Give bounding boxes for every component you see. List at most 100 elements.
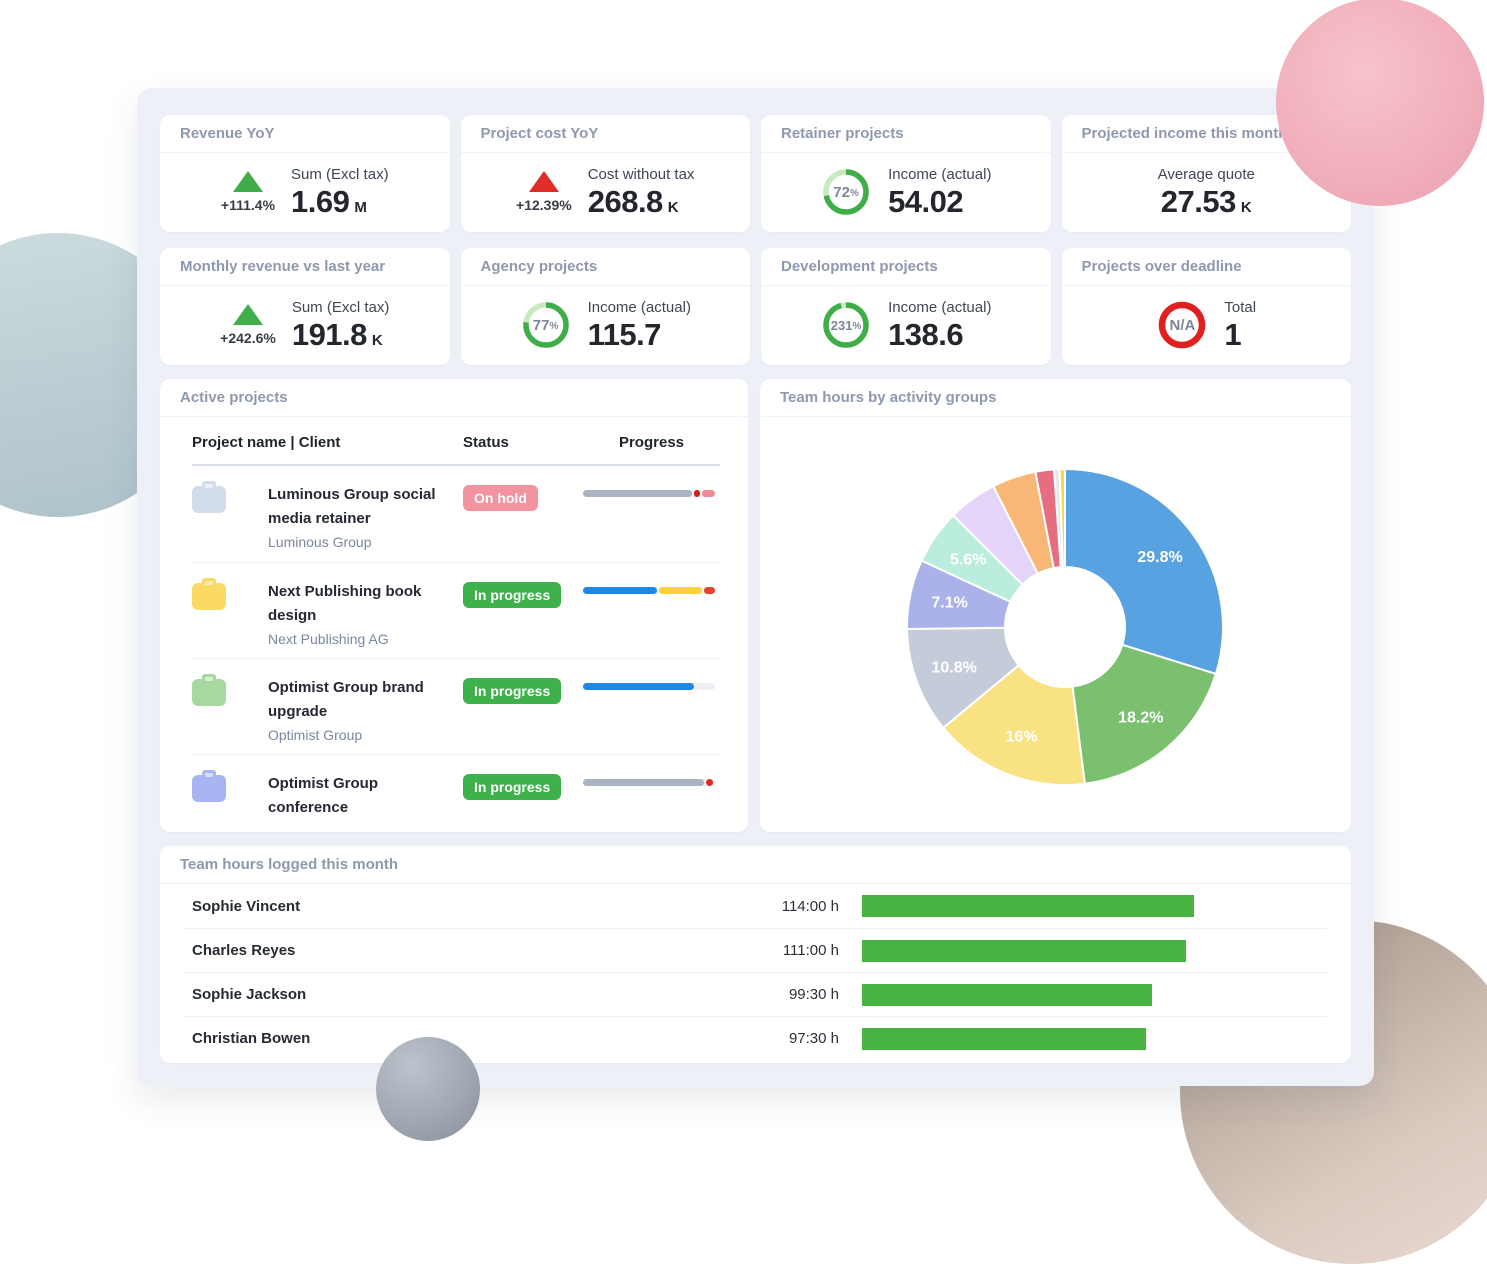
kpi-card-title: Development projects [761,248,1051,286]
project-progress-cell [583,483,720,562]
kpi-card-title: Projected income this month [1061,115,1351,153]
team-member-name: Sophie Jackson [192,986,307,1003]
kpi-body: +111.4% Sum (Excl tax) 1.69 M [160,153,450,231]
kpi-trend-percent: +242.6% [220,330,276,346]
active-projects-title: Active projects [160,379,748,417]
status-badge: In progress [463,678,562,704]
team-hours-row[interactable]: Sophie Vincent 114:00 h [184,884,1327,928]
kpi-label: Total [1224,298,1257,316]
kpi-value-row: 115.7 [587,316,691,352]
team-hours-row[interactable]: Christian Bowen 97:30 h [184,1016,1327,1060]
team-member-name: Charles Reyes [192,942,296,959]
donut-slice-label: 5.6% [950,551,986,568]
team-hours-row[interactable]: Charles Reyes 111:00 h [184,928,1327,972]
kpi-label: Cost without tax [587,165,695,183]
progress-bar [583,490,715,497]
progress-bar [583,779,715,786]
project-status-cell: On hold [463,483,583,562]
progress-segment [693,490,701,497]
ring-percent-number: 72 [833,183,850,201]
donut-slice-label: 18.2% [1118,709,1163,726]
kpi-value-block: Income (actual) 138.6 [888,299,991,352]
progress-bar [583,683,715,690]
kpi-body: 72% Income (actual) 54.02 [761,153,1051,231]
kpi-value-block: Sum (Excl tax) 191.8 K [292,299,390,352]
team-member-name: Sophie Vincent [192,897,301,915]
kpi-label: Sum (Excl tax) [291,298,390,316]
ring-text: 231% [820,299,872,351]
project-row[interactable]: Optimist Group conference In progress [192,754,720,824]
project-name-cell: Luminous Group social media retainer Lumi… [192,483,463,562]
activity-chart-title: Team hours by activity groups [760,379,1351,417]
kpi-value: 191.8 [291,316,368,352]
progress-segment [704,587,715,594]
project-name-cell: Next Publishing book design Next Publishi… [192,580,463,658]
project-text: Optimist Group brand upgrade Optimist Gro… [268,676,453,743]
kpi-body: N/A Total 1 [1062,286,1352,364]
progress-segment [583,587,657,594]
kpi-value: 115.7 [587,316,662,352]
donut-slice[interactable] [1064,467,1224,676]
project-progress-cell [583,772,720,824]
column-header-status: Status [463,434,509,451]
kpi-label: Income (actual) [587,298,691,316]
dashboard-panel: Revenue YoY +111.4% Sum (Excl tax) 1.69 M P… [137,88,1374,1086]
kpi-value: 1 [1224,316,1242,352]
trend-up-arrow-icon [232,304,263,325]
decor-circle-pink [1276,0,1484,206]
kpi-card-title: Projects over deadline [1061,248,1351,286]
donut-slice-label: 10.8% [932,660,977,677]
project-row[interactable]: Next Publishing book design Next Publishi… [192,562,720,658]
ring-percent-number: 77 [532,316,550,334]
project-row[interactable]: Optimist Group brand upgrade Optimist Gro… [192,658,720,754]
project-progress-cell [583,580,720,658]
kpi-label: Income (actual) [888,298,992,316]
deadline-ring-icon: N/A [1156,299,1208,351]
team-hours-row[interactable]: Sophie Jackson 99:30 h [184,972,1327,1016]
kpi-card-development-projects: Development projects 231% Income (actual)… [761,248,1051,365]
team-hours-title: Team hours logged this month [160,846,1351,884]
percent-ring-icon: 77% [520,299,572,351]
kpi-card-title: Retainer projects [761,115,1051,153]
project-text: Next Publishing book design Next Publishi… [268,580,453,647]
donut-slice-label: 29.8% [1137,549,1182,566]
column-header-progress: Progress [618,434,685,451]
team-member-hours: 99:30 h [788,986,839,1003]
team-member-hours: 114:00 h [781,897,839,915]
progress-bar [583,587,715,594]
kpi-card-project-cost-yoy: Project cost YoY +12.39% Cost without tax… [460,115,750,232]
project-progress-cell [583,676,720,754]
kpi-card-title: Monthly revenue vs last year [160,248,450,286]
project-row[interactable]: Luminous Group social media retainer Lumi… [192,466,720,562]
kpi-trend-block: +242.6% [220,304,276,346]
team-hours-activity-card: Team hours by activity groups 29.8% 18.2%… [760,379,1351,832]
status-badge: In progress [463,582,562,608]
kpi-card-title: Revenue YoY [160,115,450,153]
hours-bar [862,983,1152,1006]
kpi-value-suffix: K [371,331,383,349]
project-client: Luminous Group [268,534,372,550]
donut-slice[interactable] [1071,643,1218,785]
kpi-label: Income (actual) [888,165,992,183]
kpi-card-projected-income: Projected income this month Average quot… [1061,115,1351,232]
kpi-card-revenue-yoy: Revenue YoY +111.4% Sum (Excl tax) 1.69 M [160,115,450,232]
kpi-label: Sum (Excl tax) [291,165,389,183]
percent-sign: % [549,321,559,332]
kpi-value-row: 138.6 [888,318,991,352]
hours-bar-track [862,939,1305,962]
percent-sign: % [852,321,862,332]
kpi-value-block: Income (actual) 115.7 [588,299,691,352]
kpi-value-block: Income (actual) 54.02 [888,166,991,219]
kpi-value-row: 268.8 K [588,185,695,219]
progress-segment [583,683,694,690]
kpi-card-title: Project cost YoY [460,115,750,153]
hours-bar-track [862,983,1305,1006]
donut-slice[interactable] [941,663,1086,786]
briefcase-icon [192,583,226,610]
team-hours-logged-card: Team hours logged this month Sophie Vinc… [160,846,1351,1063]
team-member-hours: 97:30 h [788,1030,839,1047]
donut-slice[interactable] [1058,467,1066,569]
hours-bar [862,939,1186,962]
projects-table-header: Project name | Client Status Progress [192,417,720,466]
kpi-trend-percent: +111.4% [220,197,276,213]
